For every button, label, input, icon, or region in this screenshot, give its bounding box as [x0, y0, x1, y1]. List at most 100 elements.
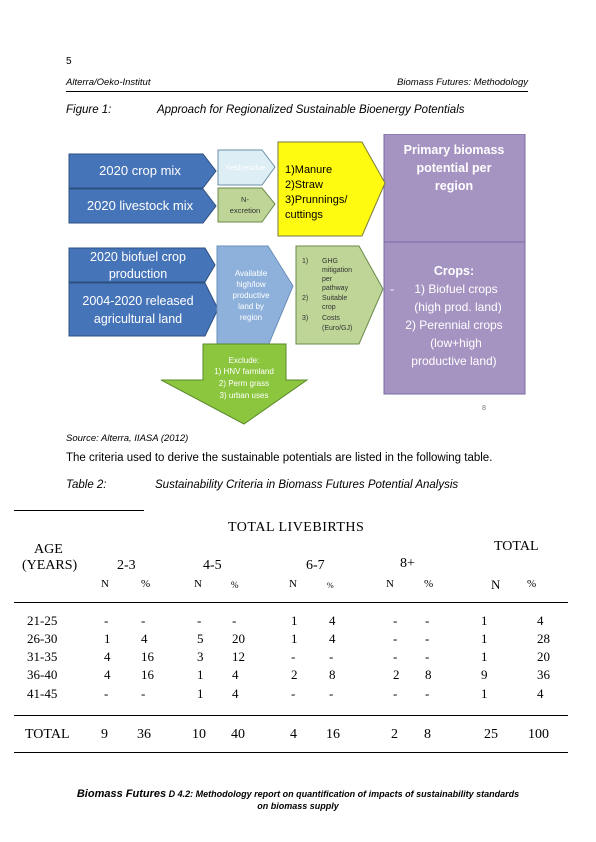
crop-mix-label: 2020 crop mix [99, 163, 181, 178]
table-cell: 28 [537, 631, 550, 646]
table-total-cell: 8 [424, 727, 431, 742]
exclude-4: 3) urban uses [220, 391, 269, 400]
table-title: Sustainability Criteria in Biomass Futur… [155, 479, 459, 491]
table-cell: - [291, 686, 296, 701]
sub-n-2: N [194, 578, 202, 590]
table-cell: - [141, 686, 146, 701]
table-age-header-1: AGE [34, 542, 63, 557]
sub-pct-3: % [327, 581, 334, 590]
criteria-2-b: crop [322, 304, 336, 311]
criteria-3-num: 3) [302, 315, 308, 322]
table-total-label: TOTAL [25, 727, 70, 742]
sub-n-5: N [491, 577, 501, 592]
sub-pct-2: % [231, 580, 239, 590]
criteria-1-a: GHG [322, 258, 338, 265]
available-2: high/low [236, 280, 266, 289]
residue-2: 2)Straw [285, 179, 323, 191]
table-cell: - [197, 613, 202, 628]
n-excretion-1: N- [241, 195, 249, 204]
footer-title: D 4.2: Methodology report on quantificat… [166, 789, 520, 799]
table-cell: - [425, 613, 430, 628]
table-total-cell: 36 [137, 727, 151, 742]
yield-residue-arrow [217, 149, 276, 186]
table-cell: 1 [104, 631, 111, 646]
table-cell: 1 [291, 631, 298, 646]
table-cell: 1 [481, 686, 488, 701]
figure-title: Approach for Regionalized Sustainable Bi… [157, 104, 465, 116]
table-cell: - [232, 613, 237, 628]
table-cell: 4 [232, 686, 239, 701]
table-cell: 4 [537, 686, 544, 701]
crops-box [383, 241, 526, 395]
table-cell: 8 [329, 667, 336, 682]
table-cell: 16 [141, 667, 154, 682]
criteria-1-c: per [322, 276, 333, 283]
table-cell: 4 [329, 613, 336, 628]
table-cell: 2 [393, 667, 400, 682]
table-cell: 4 [141, 631, 148, 646]
table-cell: - [393, 649, 398, 664]
table-cell: - [425, 686, 430, 701]
sub-pct-5: % [527, 578, 537, 590]
yield-residue-label: Yield/residue [225, 165, 265, 172]
crops-line-2: (high prod. land) [414, 300, 501, 314]
table-cell: 4 [232, 667, 239, 682]
table-cell: 1 [481, 613, 488, 628]
sub-n-4: N [386, 578, 394, 590]
crops-line-5: productive land) [411, 354, 496, 368]
table-cell: 8 [425, 667, 432, 682]
primary-text-2: potential per [416, 161, 491, 175]
available-land-arrow [216, 245, 294, 347]
table-cell: 36 [537, 667, 550, 682]
primary-biomass-box [383, 134, 526, 243]
table-cell: - [393, 686, 398, 701]
table-cell: - [329, 686, 334, 701]
crop-mix-arrow [68, 153, 217, 189]
exclude-3: 2) Perm grass [219, 379, 269, 388]
table-cell: 1 [197, 667, 204, 682]
residues-arrow [277, 141, 386, 237]
residue-1: 1)Manure [285, 164, 332, 176]
primary-text-1: Primary biomass [404, 143, 505, 157]
footer-line-2: on biomass supply [257, 801, 339, 811]
table-cell: 12 [232, 649, 245, 664]
table-total-cell: 100 [528, 727, 549, 742]
released-land-1: 2004-2020 released [82, 294, 193, 308]
table-total-cell: 4 [290, 727, 297, 742]
table-row-age: 41-45 [27, 686, 58, 701]
criteria-1-num: 1) [302, 258, 308, 265]
table-total-cell: 16 [326, 727, 340, 742]
table-cell: 1 [197, 686, 204, 701]
intro-paragraph: The criteria used to derive the sustaina… [66, 452, 493, 464]
table-row-age: 31-35 [27, 649, 58, 664]
available-3: productive [233, 291, 270, 300]
available-4: land by [238, 302, 264, 311]
criteria-2-num: 2) [302, 295, 308, 302]
released-land-arrow [68, 282, 219, 337]
table-cell: - [104, 613, 109, 628]
crops-dash: - [390, 282, 394, 296]
table-cell: - [393, 613, 398, 628]
primary-text-3: region [435, 179, 473, 193]
exclude-1: Exclude: [229, 356, 260, 365]
table-cell: - [291, 649, 296, 664]
table-cell: - [141, 613, 146, 628]
crops-line-3: 2) Perennial crops [405, 318, 502, 332]
table-age-header-2: (YEARS) [22, 558, 78, 573]
table-cell: - [329, 649, 334, 664]
sub-n-1: N [101, 578, 109, 590]
table-total-cell: 2 [391, 727, 398, 742]
methodology-diagram: Primary biomass potential per region Cro… [68, 134, 526, 425]
criteria-arrow [295, 245, 384, 345]
table-label: Table 2: [66, 479, 107, 491]
available-1: Available [235, 269, 268, 278]
table-cell: 4 [329, 631, 336, 646]
header-rule [66, 91, 528, 92]
table-cell: - [393, 631, 398, 646]
table-cell: 5 [197, 631, 204, 646]
table-row-age: 21-25 [27, 613, 58, 628]
page-number: 5 [66, 56, 72, 67]
table-cell: 16 [141, 649, 154, 664]
exclude-arrow [160, 343, 309, 425]
residue-4: cuttings [285, 209, 323, 221]
